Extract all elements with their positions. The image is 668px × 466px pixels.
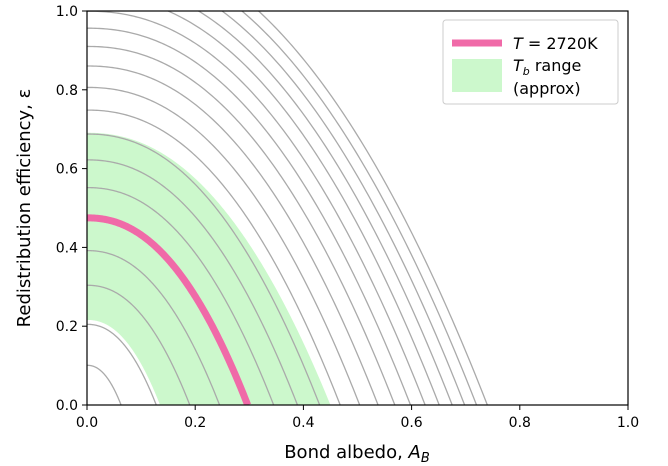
y-tick-label: 0.6 (56, 162, 78, 178)
contour-line-12 (87, 45, 396, 405)
y-tick-label: 0.0 (56, 398, 78, 414)
y-tick-label: 1.0 (56, 4, 78, 20)
contour-line-1 (87, 364, 122, 405)
x-tick-label: 1.0 (617, 415, 639, 431)
x-tick-label: 0.6 (400, 415, 422, 431)
contour-line-14 (87, 11, 426, 405)
x-axis-title: Bond albedo, AB (284, 442, 430, 466)
x-tick-label: 0.2 (184, 415, 206, 431)
highlight-contour (87, 214, 251, 405)
x-tick-label: 0.0 (76, 415, 98, 431)
y-axis-title: Redistribution efficiency, ε (14, 89, 35, 328)
x-tick-label: 0.4 (292, 415, 314, 431)
x-tick-label: 0.8 (509, 415, 531, 431)
contour-line-15 (166, 11, 440, 405)
contour-line-2 (87, 323, 157, 405)
y-tick-label: 0.2 (56, 319, 78, 335)
tb-range-band (87, 132, 331, 405)
legend-band-label-line2: (approx) (513, 79, 581, 98)
contour-line-7 (87, 159, 299, 405)
legend-band-label: Tb range (513, 56, 581, 78)
contour-line-9 (87, 109, 341, 405)
contour-line-13 (87, 27, 412, 405)
contour-line-17 (221, 11, 466, 405)
y-tick-label: 0.4 (56, 240, 78, 256)
contour-line-3 (87, 284, 191, 405)
contour-line-8 (87, 133, 321, 405)
contour-line-10 (87, 86, 361, 405)
contour-line-11 (87, 65, 379, 405)
legend-band-swatch (452, 59, 502, 92)
legend: T = 2720K Tb range (approx) (442, 19, 619, 105)
y-tick-label: 0.8 (56, 83, 78, 99)
contour-line-6 (87, 186, 275, 405)
legend-highlight-label: T = 2720K (513, 34, 598, 53)
plot-frame (86, 10, 629, 406)
contour-line-16 (197, 11, 453, 405)
contour-line-18 (240, 11, 478, 405)
contour-line-4 (87, 249, 221, 405)
contour-line-19 (257, 11, 488, 405)
